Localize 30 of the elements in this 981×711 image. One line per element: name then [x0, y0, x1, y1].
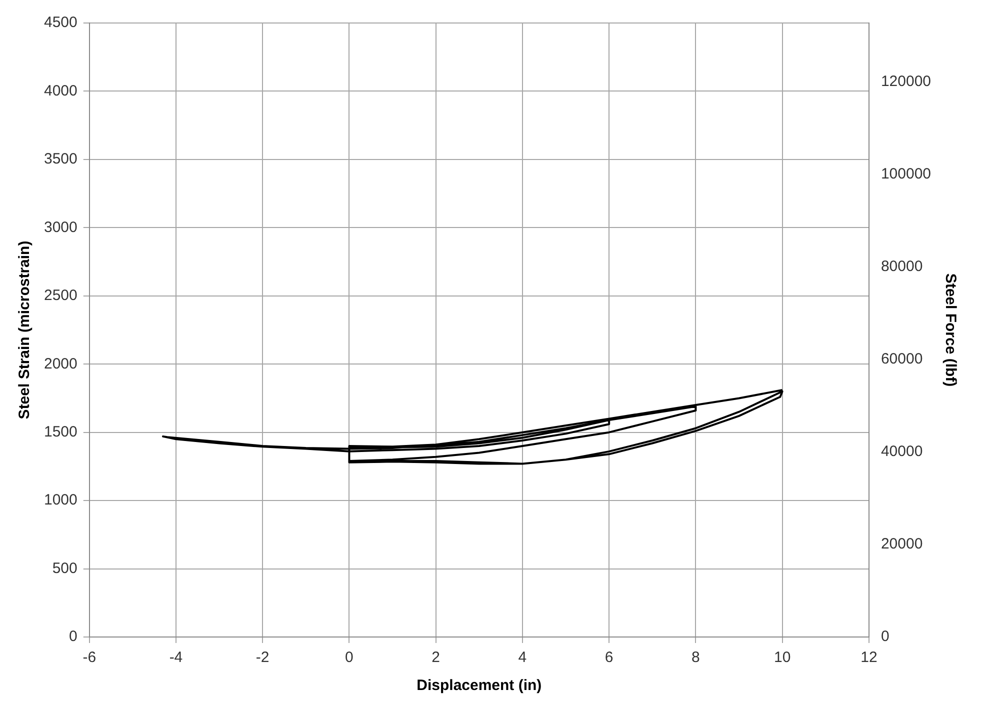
- y-tick-label: 2500: [44, 287, 78, 304]
- y-tick-label: 1500: [44, 423, 78, 440]
- x-tick-label: -2: [256, 649, 270, 666]
- x-tick-label: -4: [169, 649, 183, 666]
- x-tick-label: 10: [774, 649, 791, 666]
- y-axis-title: Steel Strain (microstrain): [16, 240, 34, 420]
- y-tick-label: 500: [52, 560, 78, 577]
- y2-tick-label: 120000: [880, 73, 932, 90]
- y2-tick-label: 60000: [880, 350, 923, 368]
- y-tick-label: 2000: [44, 355, 78, 372]
- x-tick-label: 8: [692, 649, 700, 666]
- y-tick-label: 4000: [44, 82, 78, 100]
- x-tick-label: -6: [82, 649, 96, 666]
- x-tick-label: 6: [604, 649, 614, 666]
- y2-axis-title: Steel Force (lbf): [942, 273, 959, 387]
- x-tick-label: 12: [860, 649, 878, 666]
- y-tick-label: 1000: [44, 492, 78, 509]
- y2-tick-label: 100000: [880, 166, 932, 183]
- x-tick-label: 2: [432, 649, 440, 666]
- y-tick-label: 3500: [44, 150, 78, 168]
- y2-tick-label: 20000: [880, 536, 923, 553]
- y2-tick-label: 40000: [880, 443, 923, 460]
- y2-tick-label: 0: [880, 628, 890, 646]
- x-tick-label: 4: [518, 649, 527, 666]
- y2-tick-label: 80000: [880, 258, 923, 276]
- y-tick-label: 0: [69, 628, 78, 646]
- y-tick-label: 4500: [44, 14, 78, 32]
- x-tick-label: 0: [345, 649, 354, 666]
- x-axis-title: Displacement (in): [416, 677, 542, 694]
- y-tick-label: 3000: [44, 218, 78, 236]
